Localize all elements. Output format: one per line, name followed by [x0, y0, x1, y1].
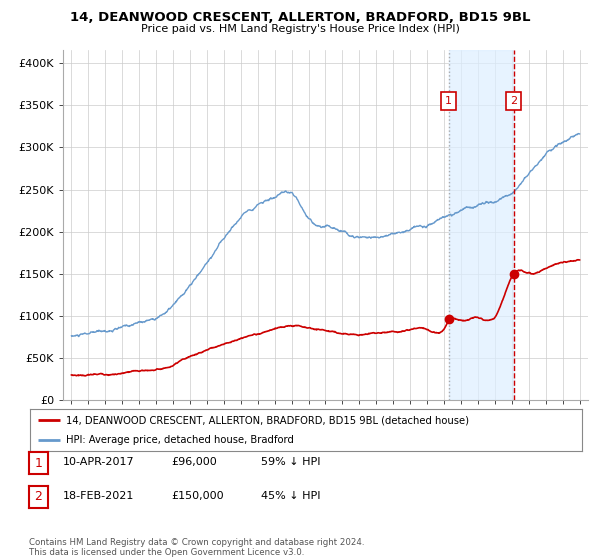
Text: £150,000: £150,000 — [171, 491, 224, 501]
Text: Price paid vs. HM Land Registry's House Price Index (HPI): Price paid vs. HM Land Registry's House … — [140, 24, 460, 34]
Text: 59% ↓ HPI: 59% ↓ HPI — [261, 457, 320, 467]
Text: £96,000: £96,000 — [171, 457, 217, 467]
Text: 14, DEANWOOD CRESCENT, ALLERTON, BRADFORD, BD15 9BL (detached house): 14, DEANWOOD CRESCENT, ALLERTON, BRADFOR… — [66, 415, 469, 425]
Text: 45% ↓ HPI: 45% ↓ HPI — [261, 491, 320, 501]
Text: 1: 1 — [445, 96, 452, 106]
Text: 18-FEB-2021: 18-FEB-2021 — [63, 491, 134, 501]
Text: 1: 1 — [34, 456, 43, 470]
Text: 2: 2 — [510, 96, 517, 106]
Text: 14, DEANWOOD CRESCENT, ALLERTON, BRADFORD, BD15 9BL: 14, DEANWOOD CRESCENT, ALLERTON, BRADFOR… — [70, 11, 530, 24]
Text: 10-APR-2017: 10-APR-2017 — [63, 457, 134, 467]
Text: 2: 2 — [34, 490, 43, 503]
Text: Contains HM Land Registry data © Crown copyright and database right 2024.
This d: Contains HM Land Registry data © Crown c… — [29, 538, 364, 557]
Text: HPI: Average price, detached house, Bradford: HPI: Average price, detached house, Brad… — [66, 435, 294, 445]
Bar — [449, 50, 514, 400]
